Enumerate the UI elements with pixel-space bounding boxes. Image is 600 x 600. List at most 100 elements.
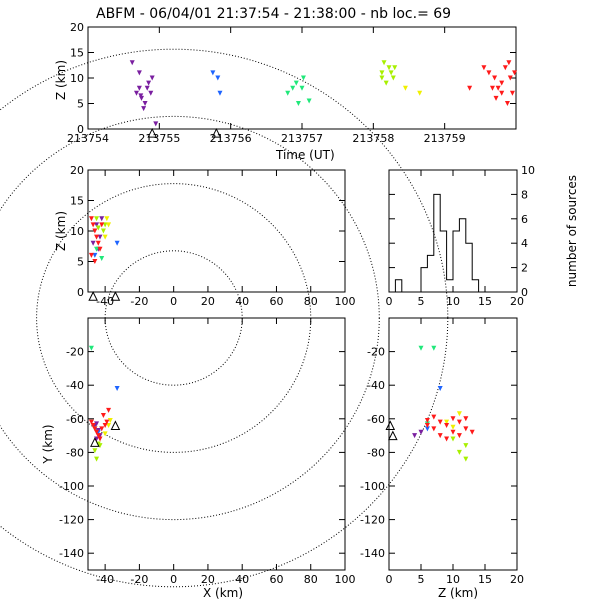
source-point	[95, 240, 101, 246]
source-point	[107, 417, 113, 423]
source-point	[94, 216, 100, 222]
y-tick-label: 8	[521, 188, 528, 201]
y-tick-label: -120	[59, 514, 84, 527]
station-marker	[110, 291, 121, 301]
source-point	[306, 98, 312, 104]
x-tick-label: 40	[235, 573, 249, 586]
y-tick-label: -140	[59, 547, 84, 560]
source-point	[299, 85, 305, 91]
x-tick-label: 10	[446, 295, 460, 308]
source-point	[437, 433, 443, 439]
source-point	[293, 80, 299, 86]
source-point	[104, 216, 110, 222]
source-point	[102, 431, 108, 437]
source-point	[106, 407, 112, 413]
source-point	[418, 345, 424, 351]
y-tick-label: 5	[77, 256, 84, 269]
x-tick-label: -20	[130, 573, 148, 586]
x-tick-label: 0	[170, 295, 177, 308]
source-point	[136, 85, 142, 91]
source-point	[146, 80, 152, 86]
source-point	[290, 85, 296, 91]
x-height-ticks: -40 -20 0 20 40 60 80 100 0 5 10 15 20	[70, 164, 356, 308]
time-height-panel: 213754 213755 213756 213757 213758 213759 0 5 10…	[54, 21, 518, 162]
y-tick-label: -100	[360, 480, 385, 493]
x-tick-label: 20	[510, 295, 524, 308]
x-tick-label: 100	[335, 295, 356, 308]
y-tick-label: 15	[70, 195, 84, 208]
source-point	[463, 456, 469, 462]
x-tick-label: 5	[418, 295, 425, 308]
y-tick-label: 4	[521, 237, 528, 250]
source-point	[90, 222, 96, 228]
source-point	[215, 75, 221, 81]
source-point	[102, 423, 108, 429]
source-point	[210, 70, 216, 76]
x-tick-label: 0	[170, 573, 177, 586]
source-point	[94, 456, 100, 462]
source-point	[418, 429, 424, 435]
source-point	[148, 90, 154, 96]
source-point	[444, 419, 450, 425]
y-tick-label: 20	[70, 21, 84, 34]
source-point	[100, 412, 106, 418]
source-point	[392, 65, 398, 71]
x-tick-label: 20	[201, 573, 215, 586]
y-tick-label: 0	[521, 286, 528, 299]
source-point	[88, 252, 94, 258]
source-point	[141, 106, 147, 112]
y-tick-label: 10	[521, 164, 535, 177]
station-marker	[90, 437, 100, 447]
source-point	[495, 85, 501, 91]
station-marker	[110, 420, 121, 431]
source-point	[92, 228, 98, 234]
source-point	[99, 216, 105, 222]
source-point	[463, 443, 469, 449]
plan-view-frame	[87, 317, 346, 571]
source-point	[134, 90, 140, 96]
source-point	[412, 433, 418, 439]
y-tick-label: 10	[70, 225, 84, 238]
x-tick-label: 213754	[67, 132, 109, 145]
station-marker	[211, 127, 222, 138]
x-tick-label: 0	[386, 295, 393, 308]
source-point	[502, 65, 508, 71]
source-point	[138, 93, 144, 99]
source-point	[424, 423, 430, 429]
x-tick-label: 60	[269, 295, 283, 308]
y-tick-label: 10	[70, 72, 84, 85]
station-marker	[385, 420, 396, 431]
x-tick-label: 40	[235, 295, 249, 308]
source-point	[106, 222, 112, 228]
source-point	[88, 345, 94, 351]
x-tick-label: -40	[96, 573, 114, 586]
source-point	[431, 345, 437, 351]
source-point	[97, 436, 103, 442]
source-point	[379, 75, 385, 81]
source-point	[431, 426, 437, 432]
source-point	[493, 95, 499, 101]
source-point	[506, 60, 512, 66]
station-marker	[88, 291, 98, 301]
x-height-panel: -40 -20 0 20 40 60 80 100 0 5 10 15 20 Z (km)	[54, 164, 356, 308]
y-axis-label: Y (km)	[41, 424, 55, 464]
source-point	[463, 416, 469, 422]
source-point	[381, 60, 387, 66]
y-tick-label: -60	[66, 413, 84, 426]
source-point	[114, 240, 120, 246]
source-point	[450, 416, 456, 422]
source-point	[94, 436, 100, 442]
plan-view-points	[88, 345, 121, 462]
source-point	[456, 419, 462, 425]
x-tick-label: 20	[201, 295, 215, 308]
time-height-points	[129, 60, 518, 138]
source-point	[153, 121, 159, 127]
source-point	[444, 436, 450, 442]
source-point	[379, 70, 385, 76]
source-point	[444, 423, 450, 429]
source-point	[100, 228, 106, 234]
source-point	[295, 101, 301, 106]
x-axis-label: X (km)	[203, 586, 243, 600]
